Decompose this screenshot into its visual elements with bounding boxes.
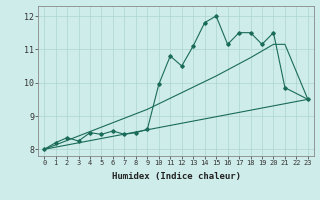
X-axis label: Humidex (Indice chaleur): Humidex (Indice chaleur) [111,172,241,181]
